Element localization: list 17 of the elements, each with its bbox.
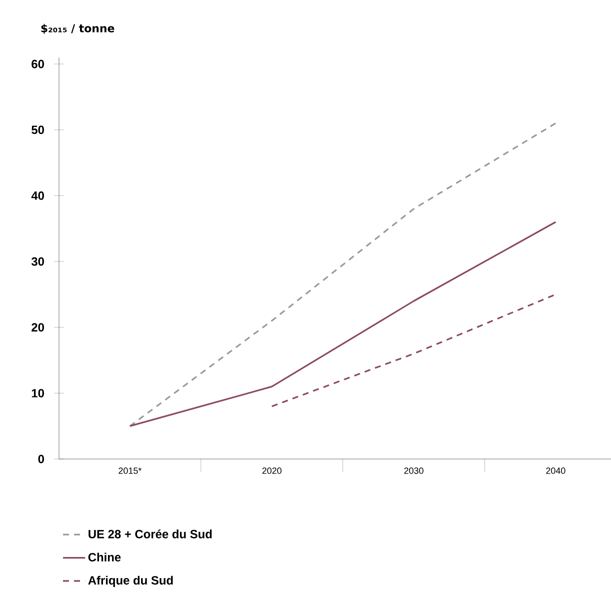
y-tick-label: 60 [32, 60, 44, 68]
x-tick-label: 2020 [262, 468, 282, 474]
legend-label: UE 28 + Corée du Sud [88, 529, 212, 538]
y-tick-label: 10 [32, 388, 44, 398]
y-tick-label: 50 [32, 126, 44, 134]
line-series [129, 221, 556, 427]
y-tick-label: 40 [31, 191, 44, 200]
x-tick-label: 2015* [118, 468, 142, 474]
x-tick-label: 2030 [404, 468, 424, 474]
y-tick-label: 20 [32, 323, 44, 332]
legend-label: Chine [88, 552, 121, 562]
legend-label: Afrique du Sud [88, 576, 173, 587]
y-axis-title: $₂₀₁₅ / tonne [41, 24, 114, 34]
y-tick-label: 30 [31, 257, 44, 266]
x-tick-label: 2040 [546, 468, 566, 474]
y-tick-label: 0 [38, 454, 44, 464]
line-series [129, 122, 556, 427]
